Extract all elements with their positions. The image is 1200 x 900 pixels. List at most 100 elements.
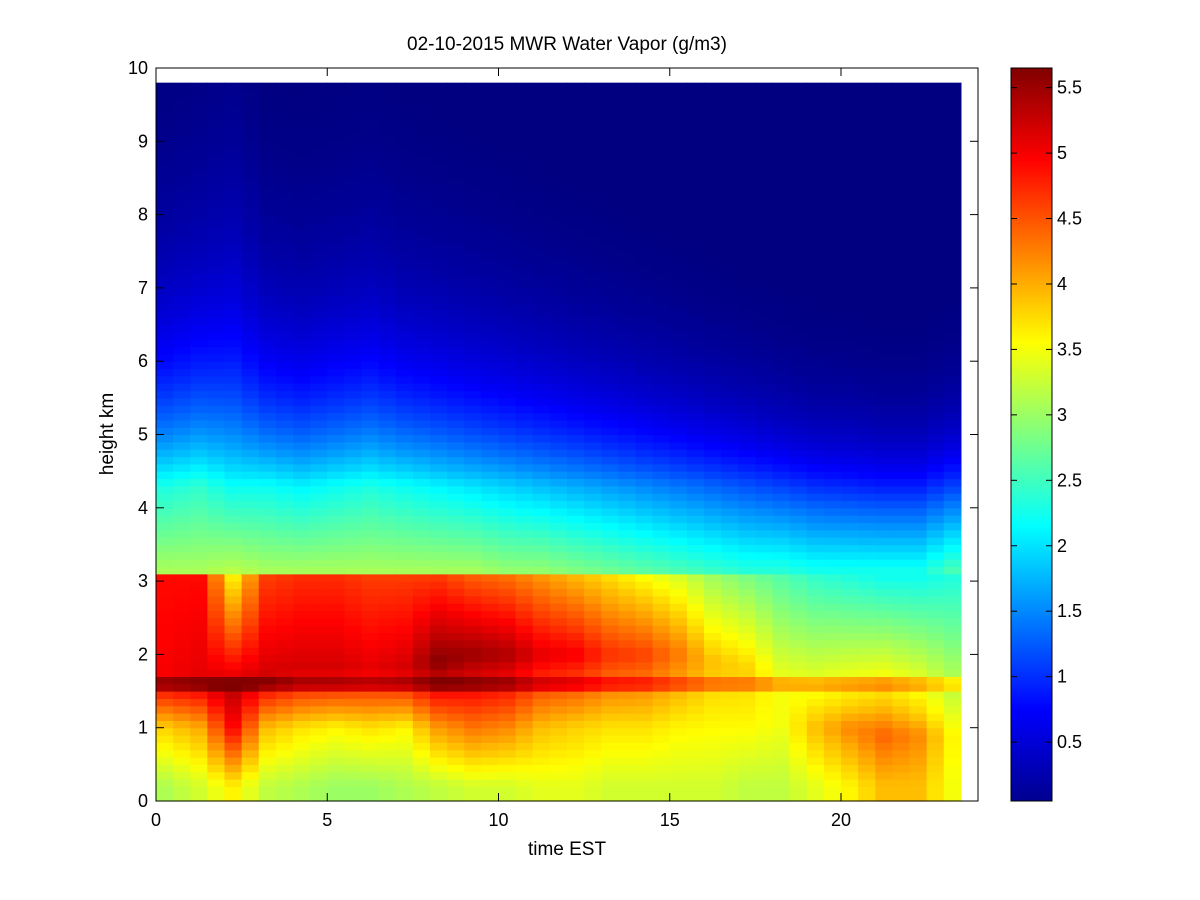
- heatmap-cell: [892, 214, 911, 223]
- heatmap-cell: [858, 317, 876, 326]
- heatmap-cell: [738, 441, 756, 450]
- heatmap-cell: [173, 757, 191, 765]
- heatmap-cell: [875, 441, 893, 450]
- heatmap-cell: [327, 566, 345, 575]
- heatmap-cell: [361, 368, 380, 377]
- heatmap-cell: [669, 353, 688, 362]
- heatmap-cell: [378, 507, 397, 516]
- heatmap-cell: [772, 214, 791, 223]
- heatmap-cell: [721, 720, 739, 729]
- heatmap-cell: [532, 669, 551, 677]
- heatmap-cell: [635, 566, 654, 575]
- heatmap-cell: [943, 265, 962, 274]
- heatmap-cell: [258, 727, 277, 736]
- heatmap-cell: [498, 221, 517, 230]
- heatmap-cell: [532, 192, 551, 201]
- heatmap-cell: [943, 705, 962, 714]
- heatmap-cell: [909, 104, 928, 113]
- heatmap-cell: [892, 287, 911, 296]
- heatmap-cell: [532, 111, 551, 120]
- heatmap-cell: [190, 192, 208, 201]
- heatmap-cell: [361, 456, 380, 465]
- heatmap-cell: [926, 412, 945, 421]
- heatmap-cell: [532, 683, 551, 692]
- heatmap-cell: [464, 111, 482, 120]
- heatmap-cell: [909, 111, 928, 120]
- heatmap-cell: [378, 390, 397, 399]
- heatmap-cell: [738, 691, 756, 699]
- heatmap-cell: [549, 610, 568, 619]
- heatmap-cell: [361, 441, 380, 450]
- heatmap-cell: [532, 595, 551, 604]
- heatmap-cell: [704, 683, 722, 692]
- heatmap-cell: [841, 683, 859, 692]
- heatmap-cell: [892, 104, 911, 113]
- heatmap-cell: [515, 595, 534, 604]
- heatmap-cell: [241, 544, 260, 553]
- heatmap-cell: [515, 97, 534, 106]
- heatmap-cell: [789, 141, 808, 150]
- heatmap-cell: [532, 412, 551, 421]
- heatmap-cell: [395, 500, 414, 509]
- heatmap-cell: [430, 515, 448, 524]
- heatmap-cell: [378, 588, 397, 597]
- heatmap-cell: [584, 507, 602, 516]
- heatmap-cell: [327, 544, 345, 553]
- heatmap-cell: [207, 199, 226, 208]
- heatmap-cell: [224, 683, 243, 692]
- heatmap-cell: [669, 713, 688, 721]
- heatmap-cell: [806, 324, 825, 333]
- heatmap-cell: [344, 625, 363, 634]
- heatmap-cell: [943, 177, 962, 186]
- heatmap-cell: [447, 581, 465, 590]
- heatmap-cell: [909, 581, 928, 590]
- heatmap-cell: [447, 383, 465, 392]
- heatmap-cell: [635, 463, 654, 472]
- heatmap-cell: [395, 441, 414, 450]
- heatmap-cell: [721, 163, 739, 172]
- heatmap-cell: [618, 331, 637, 340]
- heatmap-cell: [584, 192, 602, 201]
- heatmap-cell: [207, 427, 226, 436]
- heatmap-cell: [224, 757, 243, 765]
- heatmap-cell: [772, 339, 791, 348]
- heatmap-cell: [532, 764, 551, 773]
- heatmap-cell: [584, 544, 602, 553]
- heatmap-cell: [207, 544, 226, 553]
- heatmap-cell: [378, 713, 397, 721]
- heatmap-cell: [755, 361, 774, 370]
- heatmap-cell: [327, 214, 345, 223]
- heatmap-cell: [173, 383, 191, 392]
- heatmap-cell: [823, 419, 842, 428]
- heatmap-cell: [207, 676, 226, 685]
- heatmap-cell: [515, 126, 534, 135]
- heatmap-cell: [567, 339, 585, 348]
- heatmap-cell: [892, 111, 911, 120]
- heatmap-cell: [430, 346, 448, 355]
- heatmap-cell: [481, 280, 500, 289]
- heatmap-cell: [567, 691, 585, 699]
- heatmap-cell: [378, 119, 397, 128]
- heatmap-cell: [567, 581, 585, 590]
- heatmap-cell: [241, 779, 260, 787]
- heatmap-cell: [601, 529, 619, 538]
- heatmap-cell: [395, 456, 414, 465]
- heatmap-cell: [378, 463, 397, 472]
- heatmap-cell: [721, 148, 739, 157]
- heatmap-cell: [464, 720, 482, 729]
- heatmap-cell: [481, 412, 500, 421]
- heatmap-cell: [498, 214, 517, 223]
- heatmap-cell: [207, 353, 226, 362]
- heatmap-cell: [275, 82, 294, 91]
- y-tick-label: 4: [138, 498, 148, 518]
- heatmap-cell: [841, 478, 859, 487]
- heatmap-cell: [549, 676, 568, 685]
- heatmap-cell: [806, 148, 825, 157]
- heatmap-cell: [258, 405, 277, 414]
- heatmap-cell: [395, 485, 414, 494]
- heatmap-cell: [584, 471, 602, 480]
- heatmap-cell: [344, 236, 363, 245]
- heatmap-cell: [806, 119, 825, 128]
- heatmap-cell: [926, 676, 945, 685]
- heatmap-cell: [344, 273, 363, 282]
